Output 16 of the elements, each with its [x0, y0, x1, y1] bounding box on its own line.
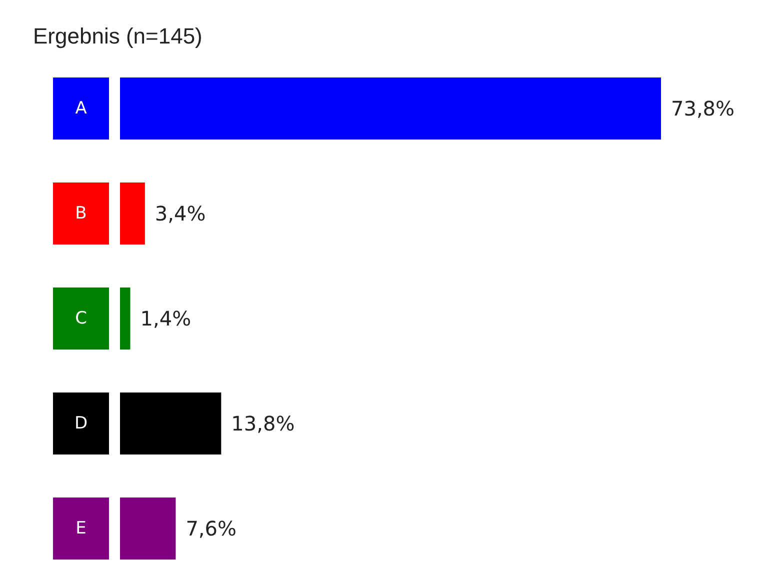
bar [120, 182, 145, 244]
bar [120, 392, 222, 454]
data-label: 7,6% [186, 516, 237, 540]
data-label: 13,8% [231, 412, 295, 436]
chart-title: Ergebnis (n=145) [33, 24, 202, 48]
data-label: 73,8% [671, 96, 735, 120]
y-tick-label: A [75, 98, 88, 118]
y-tick-label: C [75, 308, 87, 328]
data-label: 3,4% [154, 202, 206, 226]
bar [120, 288, 130, 350]
bar [120, 78, 661, 140]
y-tick-label: D [74, 414, 88, 434]
data-label: 1,4% [140, 306, 192, 330]
y-tick-label: B [75, 204, 87, 224]
y-tick-label: E [76, 518, 86, 538]
bar [120, 498, 176, 560]
